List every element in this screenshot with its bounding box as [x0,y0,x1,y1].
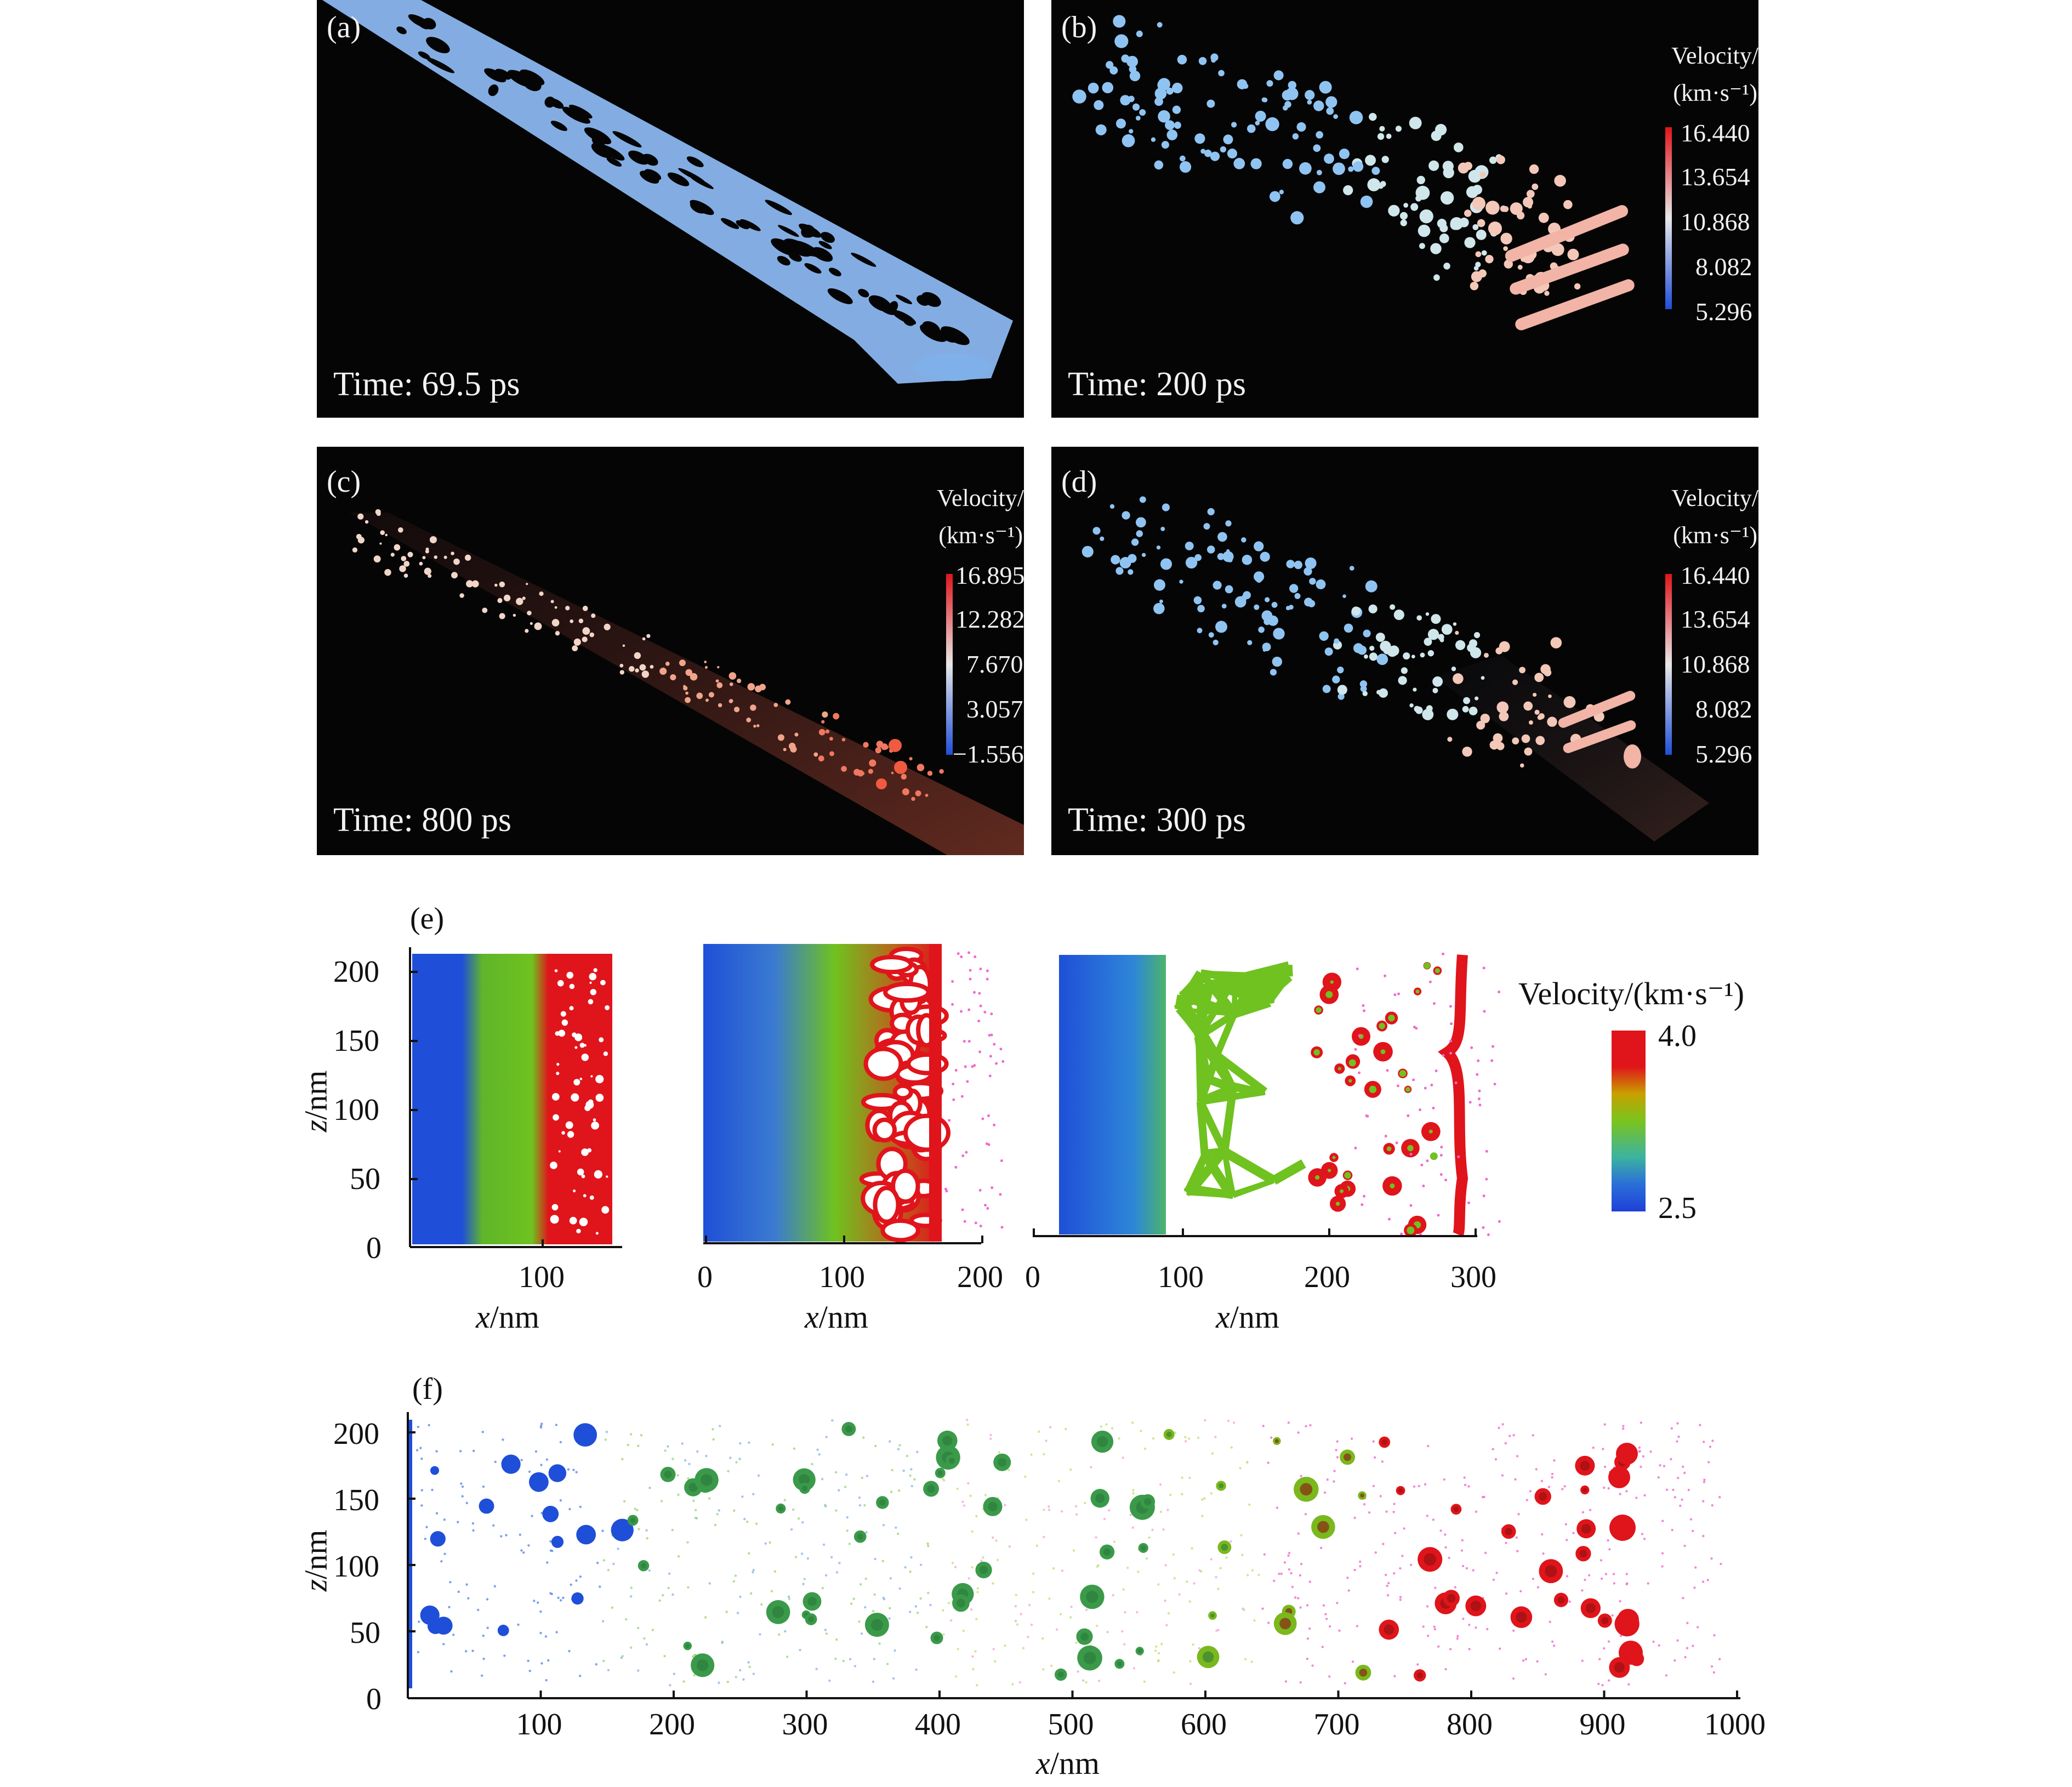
panel-c-colorbar-unit: (km·s⁻¹) [938,522,1023,549]
panel-d-colorbar-tick: 10.868 [1681,650,1750,678]
panel-b-colorbar-unit: (km·s⁻¹) [1673,79,1757,106]
panel-e-sub2-x-tick: 0 [697,1260,713,1294]
panel-d-label: (d) [1061,465,1097,499]
panel-f-z-tick: 50 [350,1616,380,1650]
panel-c-colorbar-tick: 3.057 [966,695,1023,723]
panel-f-z-tick: 0 [366,1682,382,1716]
panel-d-time: Time: 300 ps [1068,801,1246,839]
panel-f-z-tick: 150 [333,1483,379,1517]
panel-f-label: (f) [412,1372,443,1406]
panel-b-time: Time: 200 ps [1068,366,1246,403]
panel-b-droplets-graphic [1072,15,1672,331]
panel-e-z-axis-label: z/nm [298,1070,334,1132]
panel-e-sub2-x-axis-label: x/nm [805,1299,868,1335]
panel-c-droplets-graphic [350,509,1024,855]
panel-b-label: (b) [1061,10,1097,44]
panel-a-jet-graphic [322,0,1013,384]
panel-f-x-tick: 100 [516,1708,562,1742]
panel-e-sub3-x-tick: 0 [1025,1260,1040,1294]
panel-e-sub3-x-axis-label: x/nm [1216,1299,1279,1335]
panel-e-sub3-x-tick: 200 [1304,1260,1350,1294]
panel-f-z-axis-label: z/nm [298,1529,334,1592]
panel-e-colorbar-min: 2.5 [1658,1191,1697,1225]
panel-c-colorbar-tick: 12.282 [955,605,1024,633]
panel-c-time: Time: 800 ps [333,801,512,839]
panel-e-sub3-x-tick: 300 [1450,1260,1496,1294]
panel-f-z-tick: 100 [333,1550,379,1584]
panel-f-x-tick: 200 [649,1708,695,1742]
panel-e-z-tick: 200 [333,955,379,989]
panel-b-colorbar-tick: 5.296 [1695,298,1752,326]
panel-a-time: Time: 69.5 ps [333,366,520,403]
panel-f-x-tick: 300 [782,1708,828,1742]
panel-e-sub1-x-tick: 100 [519,1260,565,1294]
panel-e-sub2-x-tick: 200 [957,1260,1003,1294]
panel-a-image: (a) Time: 69.5 ps [317,0,1024,418]
panel-d-colorbar-title: Velocity/ [1671,485,1758,511]
panel-e-label: (e) [410,902,445,936]
panel-e-colorbar-title: Velocity/(km·s⁻¹) [1518,976,1745,1011]
panel-c-colorbar-tick: −1.556 [953,740,1024,768]
panel-c-image: (c) Velocity/ (km·s⁻¹) 16.895 12.282 7.6… [317,447,1024,855]
panel-d-image: (d) Velocity/ (km·s⁻¹) 16.440 13.654 10.… [1051,447,1758,855]
panel-f-x-tick: 500 [1048,1708,1094,1742]
panel-d-colorbar-tick: 5.296 [1695,740,1752,768]
panel-f-z-tick: 200 [333,1417,379,1451]
panel-d-droplets-graphic [1081,496,1709,841]
panel-c-colorbar-tick: 16.895 [955,561,1024,589]
panel-f-x-tick: 700 [1313,1708,1360,1742]
panel-b-colorbar-title: Velocity/ [1671,42,1758,69]
panel-e-z-tick: 50 [350,1162,380,1196]
panel-c-colorbar-title: Velocity/ [937,485,1024,511]
panel-f-x-tick: 1000 [1704,1708,1766,1742]
panel-d-colorbar-unit: (km·s⁻¹) [1673,522,1757,549]
panel-e-sub2-x-tick: 100 [819,1260,865,1294]
panel-e-colorbar-max: 4.0 [1658,1019,1697,1053]
panel-f-x-axis-label: x/nm [1036,1745,1100,1781]
panel-b-colorbar-tick: 10.868 [1681,208,1750,236]
panel-d-colorbar-tick: 16.440 [1681,561,1750,589]
panel-f-x-tick: 900 [1579,1708,1626,1742]
panel-e-sub3-x-tick: 100 [1158,1260,1204,1294]
panel-b-colorbar-tick: 16.440 [1681,119,1750,147]
panel-f-x-tick: 400 [915,1708,961,1742]
panel-f-x-tick: 800 [1447,1708,1493,1742]
panel-c-colorbar-tick: 7.670 [966,650,1023,678]
panel-e-sub1-x-axis-label: x/nm [476,1299,539,1335]
panel-e-z-tick: 100 [333,1093,379,1127]
panel-e-z-tick: 150 [333,1024,379,1058]
panel-f-x-tick: 600 [1181,1708,1227,1742]
panel-d-colorbar-tick: 8.082 [1695,695,1752,723]
panel-a-label: (a) [327,10,361,44]
panel-e-z-tick: 0 [366,1231,382,1265]
panel-d-colorbar-tick: 13.654 [1681,605,1750,633]
panel-b-colorbar-tick: 13.654 [1681,163,1750,191]
panel-b-image: (b) Velocity/ (km·s⁻¹) 16.440 13.654 10.… [1051,0,1758,418]
panel-b-colorbar-tick: 8.082 [1695,253,1752,281]
panel-c-label: (c) [327,465,361,499]
